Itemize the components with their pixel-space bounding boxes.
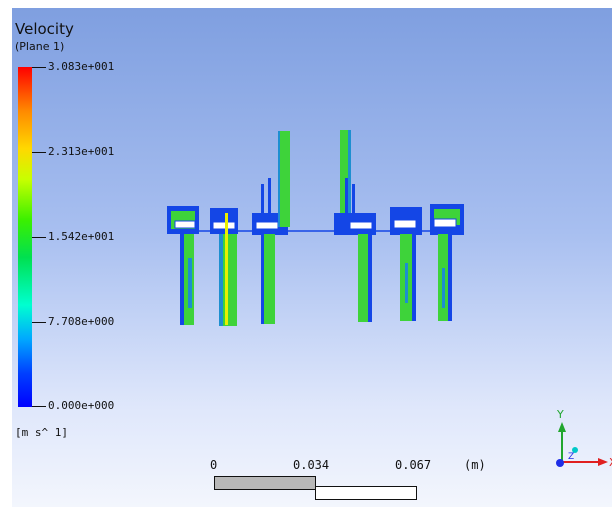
velocity-contour-plot	[167, 130, 464, 326]
legend-tick	[32, 322, 46, 323]
legend-title: Velocity	[15, 20, 74, 38]
scale-label-units: (m)	[464, 458, 486, 472]
legend-tick-label-max: 3.083e+001	[48, 60, 115, 73]
legend-tick	[32, 152, 46, 153]
legend-subtitle: (Plane 1)	[15, 40, 65, 53]
velocity-color-bar	[18, 67, 32, 407]
legend-tick-label: 2.313e+001	[48, 145, 115, 158]
geometry-column	[430, 204, 464, 321]
scale-label-max: 0.067	[395, 458, 432, 472]
origin-marker	[572, 447, 578, 453]
legend-tick-label-min: 0.000e+000	[48, 399, 115, 412]
legend-units: [m s^ 1]	[15, 426, 68, 439]
legend-tick	[32, 237, 46, 238]
legend-tick	[32, 67, 46, 68]
y-axis-label: Y	[556, 408, 564, 421]
legend-tick-label: 1.542e+001	[48, 230, 115, 243]
geometry-column	[210, 208, 238, 326]
x-axis-arrow	[598, 458, 608, 466]
geometry-column	[167, 206, 199, 325]
y-axis-arrow	[558, 422, 566, 432]
x-axis-label: X	[609, 456, 612, 469]
z-axis-marker	[556, 459, 564, 467]
legend-tick	[32, 406, 46, 407]
graphics-viewport[interactable]: Velocity (Plane 1) 3.083e+001 2.313e+001…	[12, 8, 612, 507]
geometry-column	[334, 130, 376, 322]
scale-bar-empty	[315, 486, 417, 500]
scale-bar-filled	[214, 476, 316, 490]
z-axis-label: Z	[568, 452, 574, 462]
scale-label-mid: 0.034	[293, 458, 330, 472]
geometry-column	[252, 131, 290, 324]
scale-label-zero: 0	[210, 458, 218, 472]
axis-triad[interactable]: Y X Z	[548, 404, 612, 484]
legend-tick-label: 7.708e+000	[48, 315, 115, 328]
geometry-column	[390, 207, 422, 321]
